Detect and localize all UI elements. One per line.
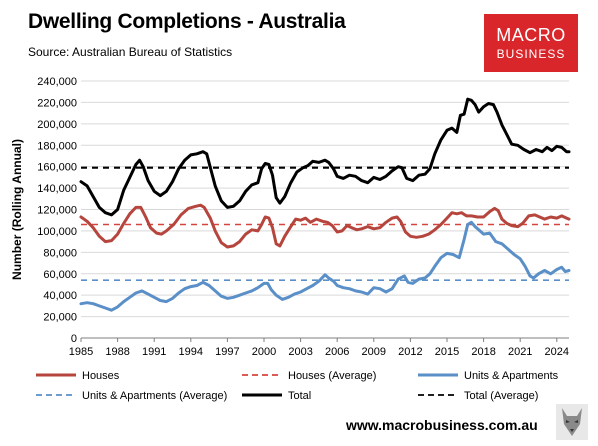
series-line-houses	[79, 203, 571, 249]
y-tick-label: 0	[71, 333, 77, 345]
x-tick-label: 2012	[398, 346, 422, 358]
legend-label-total-average: Total (Average)	[464, 390, 538, 402]
y-tick-label: 220,000	[37, 97, 77, 109]
y-tick-label: 200,000	[37, 119, 77, 131]
x-tick-label: 2003	[288, 346, 312, 358]
y-tick-label: 120,000	[37, 205, 77, 217]
macrobusiness-logo: MACRO BUSINESS	[484, 14, 578, 72]
legend-label-units-apartments: Units & Apartments	[464, 370, 559, 382]
legend-label-units-apartments-average: Units & Apartments (Average)	[82, 390, 227, 402]
legend-label-total: Total	[288, 390, 311, 402]
y-tick-label: 140,000	[37, 183, 77, 195]
x-tick-label: 2000	[252, 346, 276, 358]
series-line-total	[79, 97, 571, 217]
logo-line-1: MACRO	[496, 25, 566, 45]
y-tick-label: 80,000	[43, 247, 77, 259]
legend-label-houses-average: Houses (Average)	[288, 370, 376, 382]
logo-line-2: BUSINESS	[496, 47, 566, 61]
legend-label-houses: Houses	[82, 370, 120, 382]
x-tick-label: 1994	[179, 346, 203, 358]
y-tick-label: 100,000	[37, 226, 77, 238]
website-url: www.macrobusiness.com.au	[346, 417, 538, 433]
x-tick-label: 1985	[69, 346, 93, 358]
chart-title: Dwelling Completions - Australia	[28, 10, 346, 33]
x-tick-label: 2018	[471, 346, 495, 358]
y-tick-label: 20,000	[43, 312, 77, 324]
wolf-icon	[556, 404, 588, 440]
y-axis-title: Number (Rolling Annual)	[10, 139, 24, 280]
y-tick-label: 60,000	[43, 269, 77, 281]
x-tick-label: 2024	[545, 346, 569, 358]
x-tick-label: 1991	[142, 346, 166, 358]
y-tick-label: 180,000	[37, 140, 77, 152]
dwelling-completions-chart: 0 20,000 40,000 60,000 80,000 100,000 120,000 1…	[10, 76, 571, 402]
chart-source: Source: Australian Bureau of Statistics	[28, 45, 233, 59]
y-tick-label: 160,000	[37, 162, 77, 174]
series-line-units-apartments	[79, 220, 571, 312]
y-tick-label: 240,000	[37, 76, 77, 88]
y-tick-label: 40,000	[43, 290, 77, 302]
x-tick-label: 2009	[362, 346, 386, 358]
x-tick-label: 1988	[105, 346, 129, 358]
x-tick-label: 1997	[215, 346, 239, 358]
x-tick-label: 2006	[325, 346, 349, 358]
x-tick-label: 2021	[508, 346, 532, 358]
x-tick-label: 2015	[435, 346, 459, 358]
